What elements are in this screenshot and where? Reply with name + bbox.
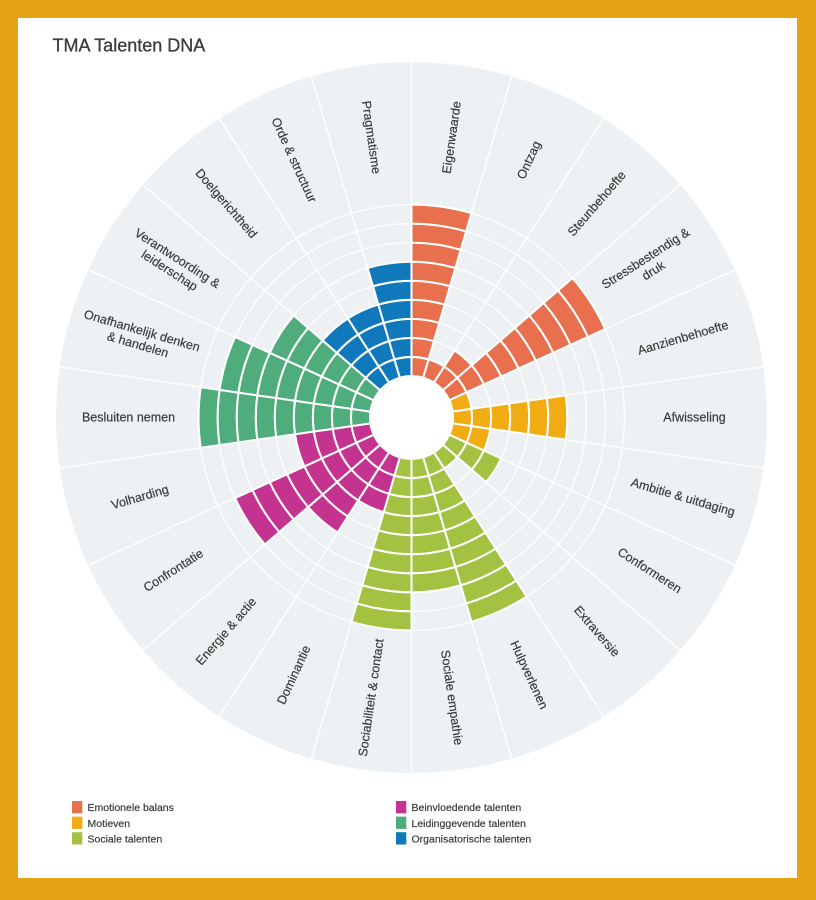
svg-text:Besluiten nemen: Besluiten nemen: [82, 411, 175, 425]
svg-text:Beinvloedende talenten: Beinvloedende talenten: [412, 802, 522, 814]
svg-text:Emotionele balans: Emotionele balans: [88, 802, 174, 814]
svg-text:TMA Talenten DNA: TMA Talenten DNA: [53, 36, 206, 56]
svg-text:Sociale talenten: Sociale talenten: [88, 833, 163, 845]
svg-text:Leidinggevende talenten: Leidinggevende talenten: [412, 818, 527, 830]
svg-text:Motieven: Motieven: [88, 818, 131, 830]
svg-text:Afwisseling: Afwisseling: [663, 411, 726, 425]
svg-text:Organisatorische talenten: Organisatorische talenten: [412, 833, 532, 845]
